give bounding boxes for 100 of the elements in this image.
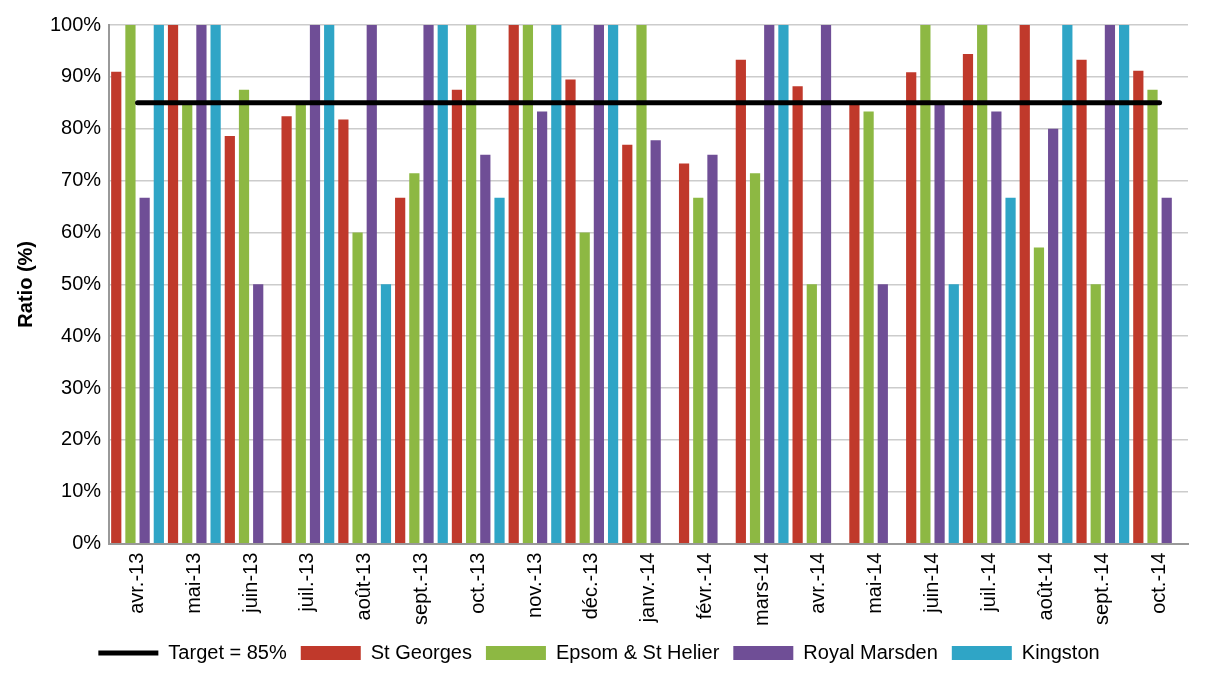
bar [167, 25, 179, 543]
bar [1147, 89, 1158, 543]
x-tick-label: juil.-13 [295, 552, 318, 613]
y-axis-title: Ratio (%) [13, 240, 36, 328]
x-tick-label: déc.-13 [579, 552, 602, 620]
bar [693, 197, 704, 543]
bar [1104, 25, 1116, 543]
bar [607, 25, 619, 543]
bar [991, 111, 1002, 543]
x-tick-label: août-14 [1033, 552, 1056, 621]
bar [153, 25, 164, 543]
bar [352, 232, 363, 543]
bar [778, 25, 789, 543]
bar [792, 86, 803, 543]
bar [820, 25, 832, 543]
bar [423, 25, 434, 543]
bar [1019, 25, 1030, 543]
x-tick-label: févr.-14 [692, 552, 715, 620]
bar [636, 25, 647, 543]
x-tick-label: mai-13 [181, 552, 204, 614]
bar [1076, 59, 1087, 543]
bar [210, 25, 221, 543]
y-tick-label: 100% [50, 12, 102, 35]
bar [593, 25, 604, 543]
legend-label: St Georges [370, 640, 472, 663]
y-tick-label: 10% [61, 479, 102, 502]
bar [196, 25, 207, 543]
legend-label: Royal Marsden [803, 640, 938, 663]
x-tick-label: avr.-13 [125, 552, 148, 614]
bar [735, 59, 746, 543]
bar [920, 25, 931, 543]
bar [508, 25, 519, 543]
x-tick-label: oct.-14 [1147, 552, 1170, 614]
bar [749, 173, 761, 543]
bar [253, 284, 264, 543]
x-tick-label: août-13 [352, 552, 375, 621]
y-tick-label: 90% [61, 64, 102, 87]
y-tick-label: 30% [61, 375, 102, 398]
bar [948, 284, 959, 543]
bar [678, 163, 690, 543]
bar [139, 197, 150, 543]
x-tick-label: oct.-13 [465, 552, 488, 614]
bar [764, 25, 775, 543]
bar [551, 25, 562, 543]
bar [1119, 25, 1130, 543]
bar [1133, 70, 1144, 543]
bar [1048, 128, 1059, 543]
x-tick-label: nov.-13 [522, 552, 545, 618]
bar [522, 25, 534, 543]
bar [451, 89, 463, 543]
legend-label: Target = 85% [168, 640, 287, 663]
bar [1161, 197, 1172, 543]
legend-label: Kingston [1021, 640, 1100, 663]
bar [409, 173, 420, 543]
bar [295, 102, 306, 543]
y-tick-label: 80% [61, 116, 102, 139]
y-tick-label: 0% [72, 531, 102, 554]
x-tick-label: janv.-14 [636, 552, 659, 624]
bar [494, 197, 505, 543]
x-tick-label: sept.-13 [408, 552, 431, 625]
bar [962, 54, 974, 543]
bar [1033, 247, 1045, 543]
bar [1090, 284, 1101, 543]
bar [849, 102, 860, 543]
bar [622, 144, 633, 543]
x-tick-label: juil.-14 [976, 552, 999, 613]
bar [1062, 25, 1073, 543]
bar [537, 111, 548, 543]
x-tick-label: mai-14 [863, 552, 886, 614]
bar [707, 154, 718, 543]
bar [1005, 197, 1016, 543]
bar [579, 232, 590, 543]
bar [111, 71, 122, 543]
y-tick-label: 50% [61, 271, 102, 294]
x-tick-label: mars-14 [749, 552, 772, 627]
bar [224, 135, 235, 543]
bar [338, 119, 349, 543]
y-tick-label: 70% [61, 168, 102, 191]
bar [437, 25, 448, 543]
bar [480, 154, 491, 543]
legend-label: Epsom & St Helier [555, 640, 720, 663]
bar [863, 111, 874, 543]
bar [806, 284, 817, 543]
y-tick-label: 60% [61, 219, 102, 242]
bar [281, 116, 292, 543]
bar [238, 89, 250, 543]
bar [309, 25, 321, 543]
bar [125, 25, 136, 543]
x-tick-label: juin-13 [238, 552, 261, 614]
bar [934, 102, 945, 543]
bar [182, 102, 193, 543]
bar [395, 197, 406, 543]
bar [366, 25, 377, 543]
x-tick-label: juin-14 [920, 552, 942, 614]
bar [650, 140, 661, 543]
x-tick-label: avr.-14 [806, 552, 829, 614]
bar [324, 25, 335, 543]
x-tick-label: sept.-14 [1090, 552, 1113, 625]
bar [977, 25, 988, 543]
bar [466, 25, 477, 543]
